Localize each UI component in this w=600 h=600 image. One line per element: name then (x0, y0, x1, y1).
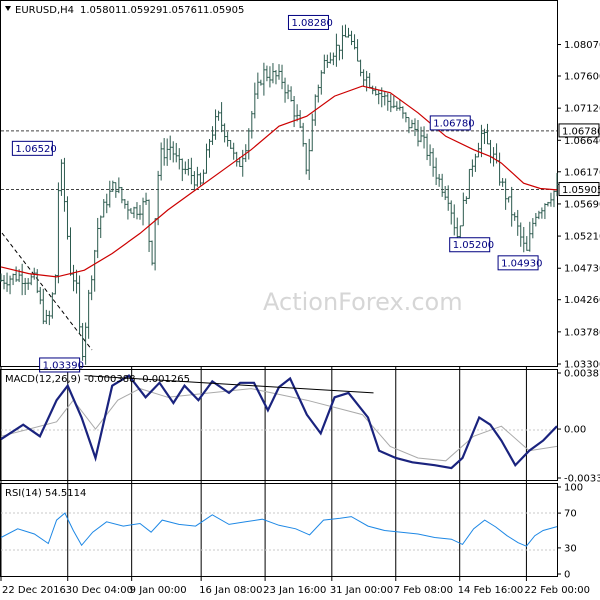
level-label: 1.05905 (562, 185, 600, 196)
price-annotations: 1.08280 1.06520 1.03390 1.06780 1.05200 1.049… (11, 14, 542, 373)
price-annotation-label: 1.04930 (501, 258, 542, 269)
price-candles (0, 24, 559, 365)
rsi-line (0, 512, 558, 547)
price-annotation-box (39, 357, 81, 373)
time-tick-label: 30 Dec 04:00 (66, 585, 133, 596)
price-tick-label: 1.03780 (564, 327, 600, 338)
price-annotation-box (497, 255, 539, 271)
price-grid (0, 367, 527, 581)
collapse-triangle-icon[interactable] (5, 6, 11, 11)
macd-panel: 0.003879 0.00 -0.003387 MACD(12,26,9) -0.0… (0, 369, 600, 485)
macd-axis: 0.003879 0.00 -0.003387 (557, 369, 600, 485)
price-annotation-label: 1.03390 (43, 360, 84, 371)
rsi-tick-label: 30 (564, 543, 577, 554)
time-tick-label: 7 Feb 08:00 (394, 585, 453, 596)
price-annotation-label: 1.08280 (291, 18, 332, 29)
price-annotation-box (11, 140, 53, 156)
rsi-tick-label: 0 (564, 570, 570, 581)
price-annotation-label: 1.05200 (453, 240, 494, 251)
price-tick-label: 1.08070 (564, 40, 600, 51)
rsi-panel: 100 70 30 0 RSI(14) 54.5114 (0, 483, 583, 581)
macd-signal-line (0, 388, 558, 462)
header-high: 1.05929 (121, 5, 162, 16)
macd-line (0, 374, 558, 470)
price-annotation-label: 1.06780 (433, 118, 474, 129)
price-tick-label: 1.07600 (564, 72, 600, 83)
time-tick-label: 14 Feb 16:00 (458, 585, 524, 596)
header-symbol: EURUSD,H4 (15, 5, 74, 16)
price-tick-label: 1.03300 (564, 360, 600, 371)
price-annotation-box (287, 14, 329, 30)
time-tick-label: 22 Feb 00:00 (524, 585, 590, 596)
time-tick-label: 22 Dec 2016 (2, 585, 66, 596)
dashed-trendline (1, 232, 93, 351)
macd-label: MACD(12,26,9) -0.000388 -0.001265 (5, 374, 190, 385)
chart-header: EURUSD,H4 1.05801 1.05929 1.05761 1.0590… (5, 5, 244, 16)
macd-tick-label: -0.003387 (564, 474, 600, 485)
rsi-panel-frame (0, 483, 558, 577)
price-axis: 1.08070 1.07600 1.07120 1.06640 1.06170 1.056… (557, 40, 600, 371)
macd-trendline (84, 375, 374, 394)
level-label-box (558, 123, 600, 138)
price-tick-label: 1.05690 (564, 199, 600, 210)
price-tick-label: 1.05210 (564, 232, 600, 243)
rsi-tick-label: 70 (564, 509, 577, 520)
time-tick-label: 31 Jan 00:00 (330, 585, 393, 596)
price-annotation-box (429, 115, 471, 131)
level-label: 1.06780 (562, 126, 600, 137)
rsi-tick-label: 100 (564, 483, 583, 494)
watermark: ActionForex.com (263, 288, 463, 316)
time-tick-label: 23 Jan 16:00 (263, 585, 326, 596)
header-open: 1.05801 (80, 5, 121, 16)
price-annotation-box (449, 237, 491, 253)
macd-tick-label: 0.00 (564, 425, 586, 436)
price-annotation-label: 1.06520 (15, 144, 56, 155)
time-tick-label: 9 Jan 00:00 (130, 585, 187, 596)
moving-average-line (0, 85, 558, 278)
rsi-label: RSI(14) 54.5114 (5, 488, 86, 499)
time-axis: 22 Dec 2016 30 Dec 04:009 Jan 00:00 16 Jan… (2, 585, 590, 596)
macd-panel-frame (0, 369, 558, 481)
price-tick-label: 1.06170 (564, 167, 600, 178)
header-close: 1.05905 (203, 5, 244, 16)
header-low: 1.05761 (162, 5, 203, 16)
level-label-box (558, 182, 600, 197)
time-tick-label: 16 Jan 08:00 (199, 585, 262, 596)
price-tick-label: 1.04260 (564, 295, 600, 306)
price-tick-label: 1.06640 (564, 136, 600, 147)
price-tick-label: 1.07120 (564, 104, 600, 115)
horizontal-levels: 1.06780 1.05905 (1, 123, 600, 197)
price-tick-label: 1.04730 (564, 264, 600, 275)
dashed-trendline-segment (1, 232, 93, 351)
rsi-axis: 100 70 30 0 (557, 483, 583, 581)
macd-tick-label: 0.003879 (564, 369, 600, 380)
